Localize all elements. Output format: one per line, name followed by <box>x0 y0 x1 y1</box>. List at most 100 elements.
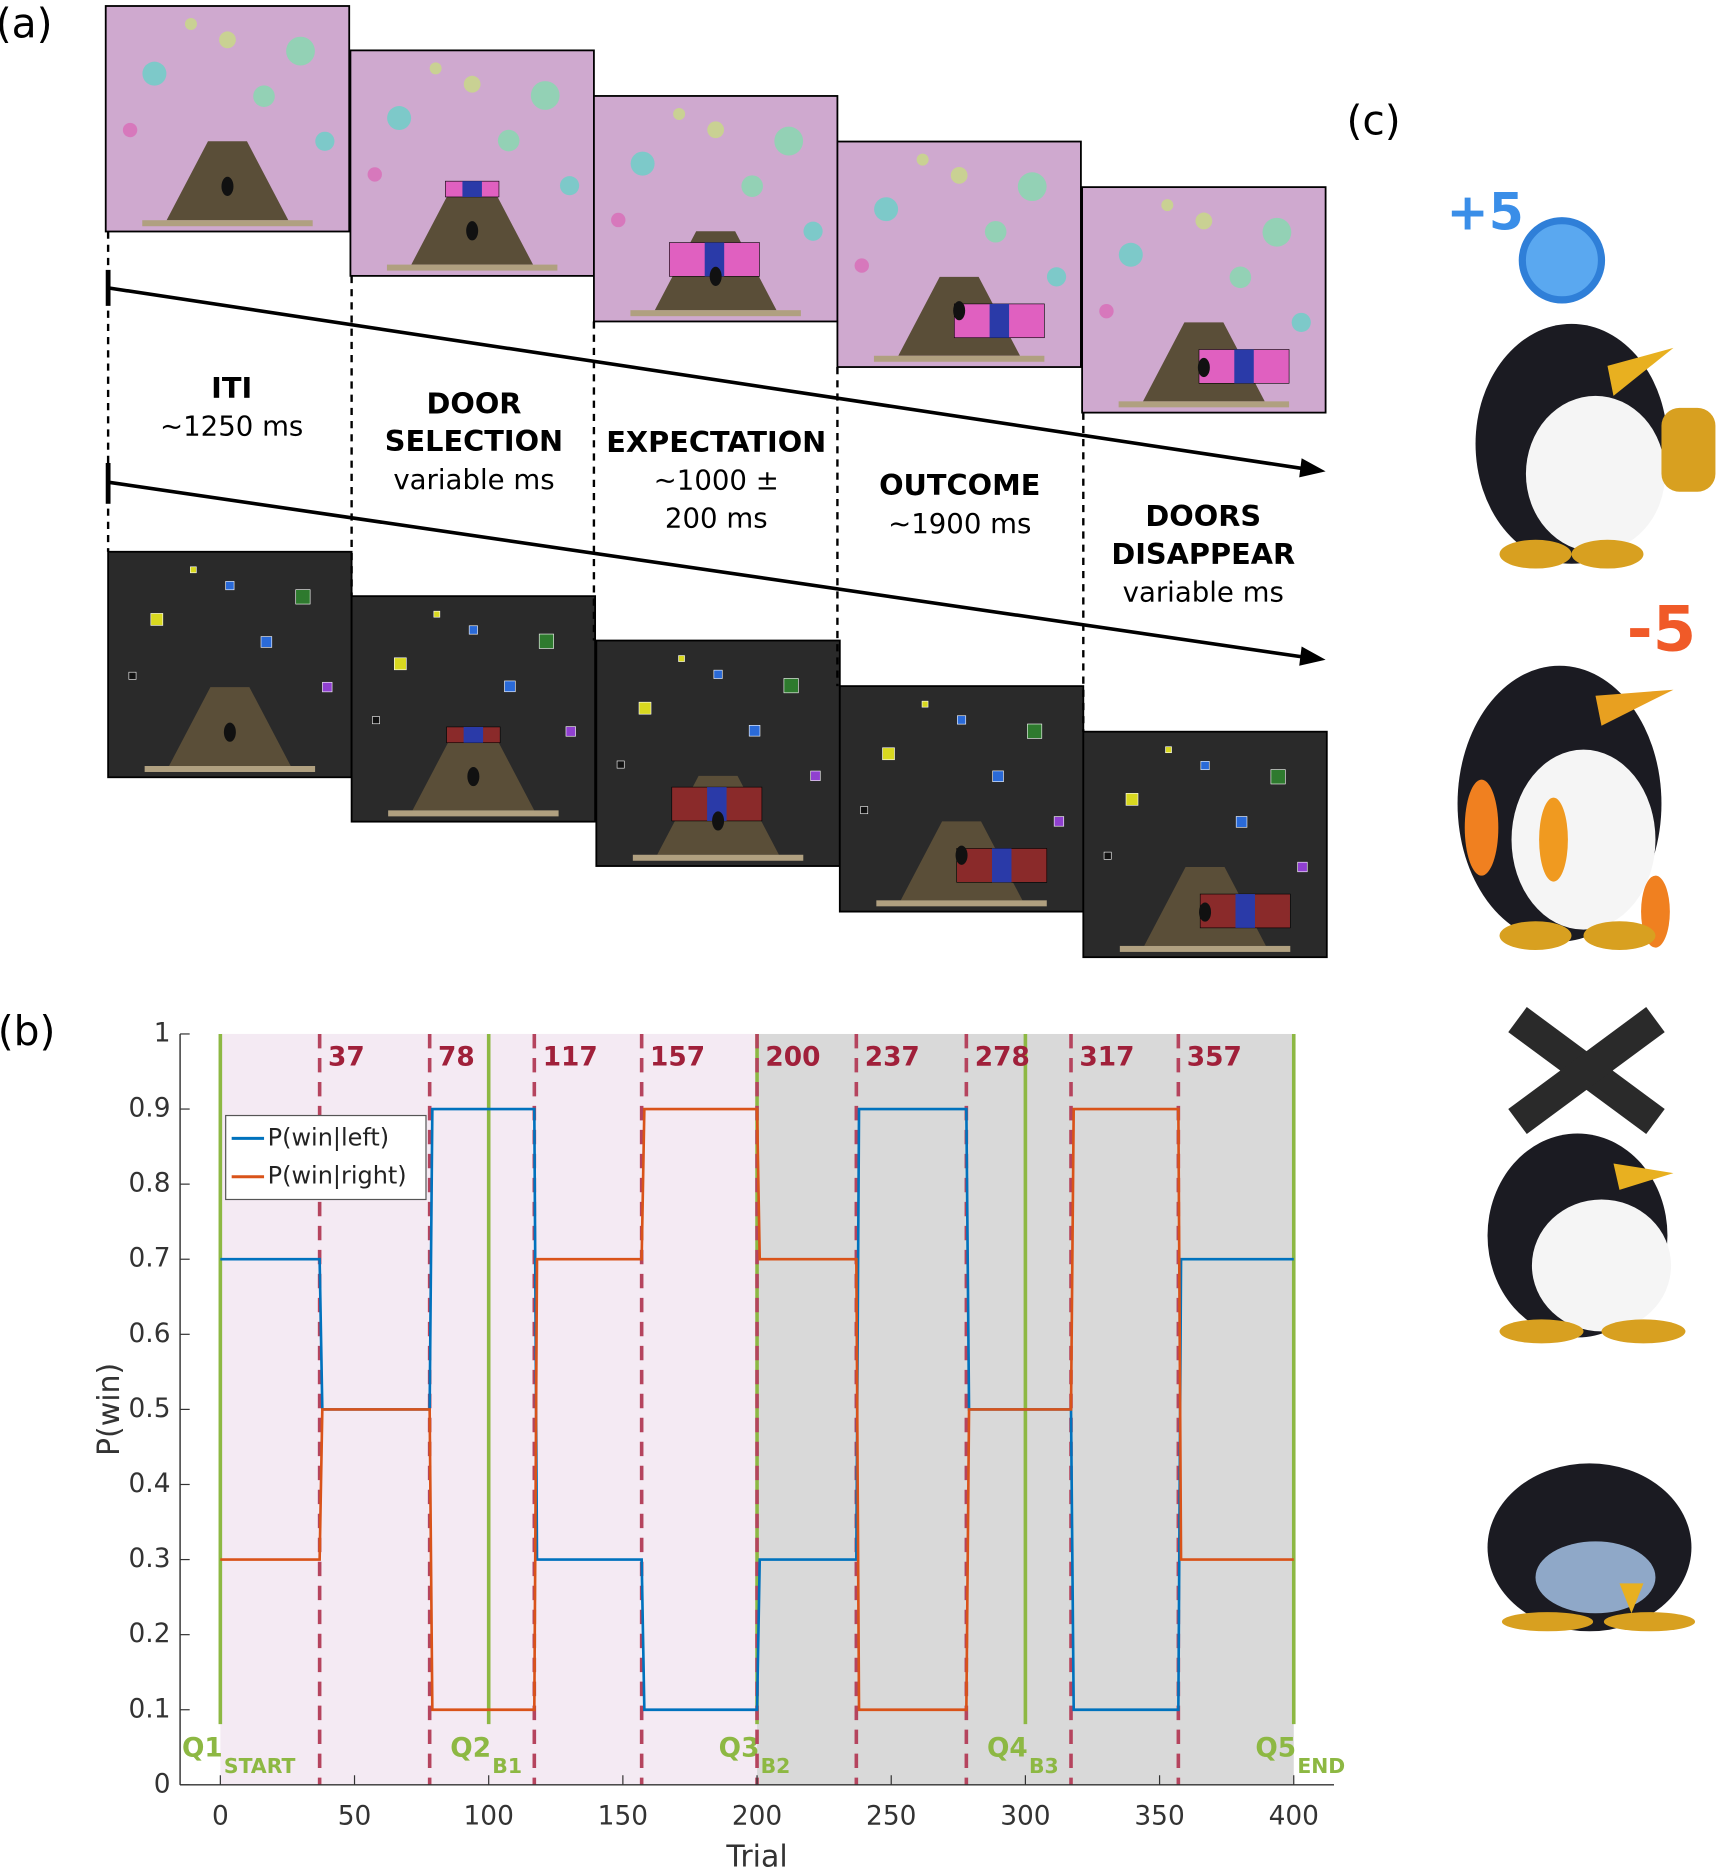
stage-timing: variable ms <box>393 463 554 496</box>
reversal-label: 157 <box>650 1042 705 1072</box>
cube <box>882 747 895 761</box>
bubble <box>916 153 929 166</box>
x-tick-label: 400 <box>1269 1802 1319 1832</box>
cube <box>616 760 625 769</box>
game-screenshot-dark <box>838 685 1085 913</box>
door-frame <box>707 787 727 821</box>
cube <box>150 613 164 626</box>
stage-timing: variable ms <box>1123 576 1284 609</box>
bubble <box>219 31 236 49</box>
bubble <box>286 36 315 66</box>
game-screenshot-light <box>836 140 1082 368</box>
game-screenshot-light <box>1081 186 1327 414</box>
quarter-sublabel: B2 <box>761 1754 791 1778</box>
bubble <box>673 108 686 120</box>
cube <box>260 636 273 648</box>
x-tick-label: 200 <box>732 1802 782 1832</box>
stage-title: SELECTION <box>385 424 563 458</box>
reversal-label: 78 <box>438 1042 475 1072</box>
y-tick-label: 0.4 <box>129 1469 171 1499</box>
stage-timing: ∼1000 ± <box>654 464 779 497</box>
stage-title: ITI <box>211 371 252 405</box>
cube <box>1165 746 1172 754</box>
series-line <box>220 1107 1294 1712</box>
cube <box>638 701 652 715</box>
bubble <box>1099 303 1114 319</box>
cross-icon <box>1508 1007 1665 1135</box>
cube <box>810 770 821 781</box>
quarter-label: Q1 <box>182 1733 223 1763</box>
y-tick-label: 0.8 <box>129 1169 171 1199</box>
door-frame <box>462 181 482 197</box>
door-frame <box>463 726 484 743</box>
game-screenshot-dark <box>595 639 841 867</box>
cube <box>748 725 761 737</box>
game-screenshot-dark <box>350 595 597 823</box>
cube <box>957 715 967 725</box>
bubble <box>387 106 412 131</box>
stage-timing: 200 ms <box>665 501 768 534</box>
penguin-hiding <box>1487 1463 1696 1632</box>
platform-base <box>386 264 558 271</box>
bubble <box>530 81 560 110</box>
reversal-label: 357 <box>1187 1042 1242 1072</box>
cube <box>504 680 516 693</box>
y-tick-label: 0.9 <box>129 1094 171 1124</box>
cube <box>394 657 407 671</box>
quarter-sublabel: START <box>224 1754 296 1778</box>
panel-label: (c) <box>1346 97 1400 145</box>
bubble <box>559 176 580 196</box>
cube <box>678 655 685 662</box>
legend-label: P(win|left) <box>268 1123 390 1151</box>
cube <box>1235 816 1248 828</box>
bubble <box>707 121 725 139</box>
platform-base <box>1119 945 1291 952</box>
x-tick-label: 300 <box>1000 1802 1050 1832</box>
arrow-head <box>1299 646 1326 666</box>
bubble <box>630 151 655 176</box>
platform-base <box>142 220 313 227</box>
platform-base <box>632 854 804 861</box>
game-screenshot-dark <box>107 550 353 779</box>
panel-a: ITI ∼1250 ms DOOR SELECTION variable ms EXPEC… <box>104 5 1328 959</box>
penguin <box>953 301 966 321</box>
cube <box>860 806 869 815</box>
penguin <box>955 845 968 865</box>
penguin-happy <box>1475 323 1716 569</box>
reversal-label: 317 <box>1079 1042 1134 1072</box>
x-axis-label: Trial <box>725 1840 787 1875</box>
cube <box>322 681 333 693</box>
bubble <box>611 212 626 228</box>
bubble <box>1046 267 1067 287</box>
bubble <box>184 18 197 31</box>
timeline-arrow <box>107 286 1314 472</box>
cube <box>992 770 1004 783</box>
x-tick-label: 250 <box>866 1802 916 1832</box>
cube <box>128 671 137 680</box>
reversal-label: 200 <box>765 1042 820 1072</box>
cube <box>713 669 723 679</box>
bubble <box>367 167 382 182</box>
reversal-label: 278 <box>975 1042 1030 1072</box>
penguin-neutral <box>1487 1133 1686 1344</box>
bubble <box>950 166 968 184</box>
bubble <box>1017 172 1047 202</box>
loss-label: -5 <box>1627 592 1696 665</box>
bubble <box>142 61 167 86</box>
cube <box>433 610 441 618</box>
y-tick-label: 0.2 <box>129 1619 171 1649</box>
bubble <box>497 129 520 152</box>
x-tick-label: 350 <box>1134 1802 1184 1832</box>
panel-c: +5 -5 <box>1447 182 1716 1632</box>
x-tick-label: 150 <box>598 1802 648 1832</box>
quarter-label: Q4 <box>987 1733 1028 1763</box>
cube <box>190 566 197 574</box>
cube <box>468 625 478 635</box>
bubble <box>315 131 335 151</box>
stage-title: OUTCOME <box>879 468 1040 502</box>
bubble <box>1262 217 1292 247</box>
game-screenshot-light <box>104 5 351 233</box>
reversal-label: 117 <box>543 1042 598 1072</box>
door-frame <box>991 848 1012 883</box>
penguin <box>223 722 236 742</box>
